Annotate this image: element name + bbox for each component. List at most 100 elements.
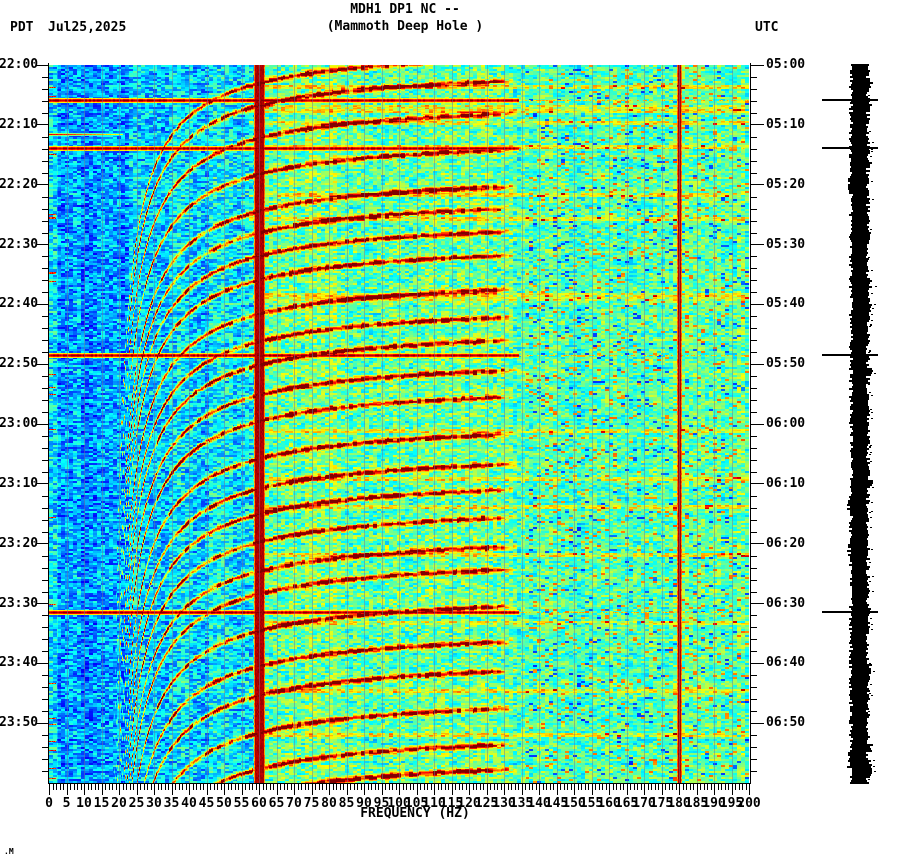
x-axis-minor-tick bbox=[392, 784, 393, 790]
x-axis-major-tick bbox=[679, 784, 680, 795]
y-right-minor-tick bbox=[751, 747, 757, 749]
y-right-minor-tick bbox=[751, 100, 757, 102]
x-axis-tick-label: 110 bbox=[422, 796, 446, 811]
event-marker-line bbox=[822, 354, 878, 357]
x-axis-minor-tick bbox=[619, 784, 621, 790]
x-axis-minor-tick bbox=[245, 784, 246, 790]
x-axis-minor-tick bbox=[518, 784, 519, 790]
x-axis-minor-tick bbox=[213, 784, 215, 790]
y-left-tick-label: 22:00 bbox=[0, 57, 39, 72]
y-left-major-tick bbox=[36, 363, 49, 365]
y-right-major-tick bbox=[751, 722, 764, 724]
x-axis-major-tick bbox=[556, 784, 558, 795]
y-right-tick-label: 05:30 bbox=[766, 236, 806, 252]
x-axis-minor-tick bbox=[238, 784, 239, 790]
y-left-minor-tick bbox=[42, 495, 48, 497]
x-axis-major-tick bbox=[591, 784, 593, 795]
x-axis-major-tick bbox=[311, 784, 313, 795]
y-left-minor-tick bbox=[42, 88, 48, 90]
x-axis-major-tick bbox=[329, 784, 330, 795]
x-axis-tick-label: 180 bbox=[667, 796, 691, 811]
y-left-minor-tick bbox=[42, 148, 48, 150]
x-axis-minor-tick bbox=[164, 784, 166, 790]
x-axis-major-tick bbox=[66, 784, 68, 795]
x-axis-major-tick bbox=[574, 784, 575, 795]
x-axis-minor-tick bbox=[385, 784, 386, 790]
y-left-minor-tick bbox=[42, 172, 48, 174]
x-axis-major-tick bbox=[206, 784, 208, 795]
x-axis-minor-tick bbox=[689, 784, 691, 790]
event-marker-line bbox=[822, 610, 878, 613]
y-left-minor-tick bbox=[42, 435, 48, 437]
x-axis-minor-tick bbox=[623, 784, 624, 790]
right-timezone-label: UTC bbox=[755, 20, 779, 35]
x-axis-major-tick bbox=[696, 784, 698, 795]
x-axis-minor-tick bbox=[458, 784, 460, 790]
y-left-minor-tick bbox=[42, 76, 48, 78]
x-axis-tick-label: 135 bbox=[509, 796, 534, 811]
x-axis-minor-tick bbox=[570, 784, 572, 790]
x-axis-minor-tick bbox=[52, 784, 54, 790]
event-marker-line bbox=[822, 99, 878, 102]
x-axis-major-tick bbox=[644, 784, 645, 795]
x-axis-minor-tick bbox=[427, 784, 428, 790]
y-right-minor-tick bbox=[751, 76, 757, 78]
x-axis-major-tick bbox=[364, 784, 365, 795]
y-left-minor-tick bbox=[42, 160, 48, 162]
y-right-minor-tick bbox=[751, 220, 757, 222]
x-axis-minor-tick bbox=[563, 784, 565, 790]
y-left-minor-tick bbox=[42, 759, 48, 761]
y-left-minor-tick bbox=[42, 471, 48, 473]
x-axis-minor-tick bbox=[465, 784, 467, 790]
y-right-minor-tick bbox=[751, 771, 757, 773]
y-left-major-tick bbox=[36, 543, 49, 545]
x-axis-major-tick bbox=[241, 784, 243, 795]
y-right-minor-tick bbox=[751, 112, 757, 114]
y-right-major-tick bbox=[751, 64, 764, 66]
x-axis-minor-tick bbox=[70, 784, 71, 790]
x-axis-minor-tick bbox=[686, 784, 687, 790]
x-axis-minor-tick bbox=[738, 784, 740, 790]
y-left-minor-tick bbox=[42, 567, 48, 569]
x-axis-tick-label: 100 bbox=[387, 796, 411, 811]
y-left-minor-tick bbox=[42, 519, 48, 521]
x-axis-minor-tick bbox=[133, 784, 134, 790]
y-left-major-tick bbox=[36, 124, 49, 126]
x-axis-minor-tick bbox=[56, 784, 57, 790]
x-axis-minor-tick bbox=[217, 784, 218, 790]
x-axis-minor-tick bbox=[654, 784, 656, 790]
x-axis-minor-tick bbox=[280, 784, 281, 790]
x-axis-minor-tick bbox=[87, 784, 89, 790]
x-axis-minor-tick bbox=[297, 784, 299, 790]
x-axis-major-tick bbox=[504, 784, 505, 795]
x-axis-minor-tick bbox=[63, 784, 64, 790]
x-axis-minor-tick bbox=[700, 784, 701, 790]
y-right-minor-tick bbox=[751, 735, 757, 737]
x-axis-minor-tick bbox=[94, 784, 96, 790]
y-left-minor-tick bbox=[42, 340, 48, 342]
x-axis-minor-tick bbox=[203, 784, 204, 790]
x-axis-minor-tick bbox=[115, 784, 117, 790]
x-axis-minor-tick bbox=[325, 784, 327, 790]
x-axis-minor-tick bbox=[735, 784, 736, 790]
y-right-minor-tick bbox=[751, 232, 757, 234]
y-left-tick-label: 22:30 bbox=[0, 236, 39, 252]
x-axis-minor-tick bbox=[612, 784, 614, 790]
x-axis-minor-tick bbox=[602, 784, 603, 790]
x-axis-tick-label: 95 bbox=[373, 796, 390, 811]
footer-mark: .M bbox=[4, 847, 14, 856]
x-axis-minor-tick bbox=[542, 784, 544, 790]
x-axis-minor-tick bbox=[514, 784, 516, 790]
y-right-tick-label: 06:10 bbox=[766, 475, 806, 491]
y-left-minor-tick bbox=[42, 376, 48, 378]
x-axis-tick-label: 65 bbox=[268, 796, 285, 811]
y-right-tick-label: 06:40 bbox=[766, 655, 806, 671]
x-axis-major-tick bbox=[416, 784, 418, 795]
x-axis-minor-tick bbox=[332, 784, 334, 790]
y-left-minor-tick bbox=[42, 639, 48, 641]
x-axis-minor-tick bbox=[178, 784, 180, 790]
x-axis-minor-tick bbox=[525, 784, 526, 790]
y-right-minor-tick bbox=[751, 316, 757, 318]
y-left-minor-tick bbox=[42, 208, 48, 210]
